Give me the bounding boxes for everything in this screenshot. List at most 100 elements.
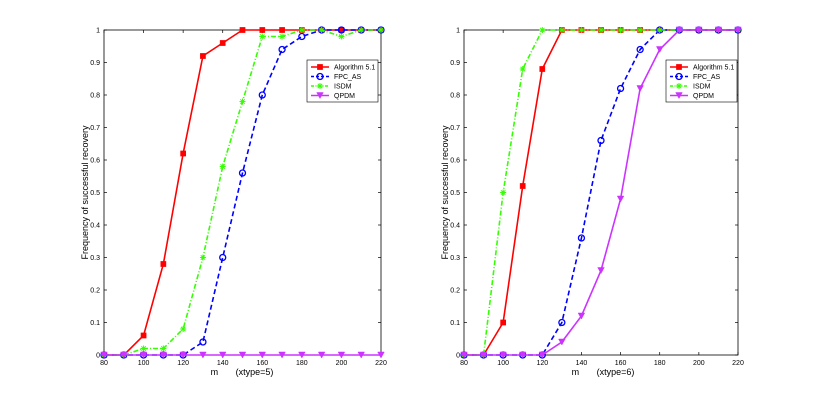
y-tick-label: 0.3: [450, 255, 460, 262]
data-point: [357, 351, 365, 359]
data-point: [519, 183, 526, 189]
legend-label: QPDM: [693, 93, 714, 100]
data-point: [636, 85, 644, 93]
data-point: [258, 351, 267, 359]
y-tick-label: 0.8: [450, 93, 460, 100]
legend-label: Algorithm 5.1: [693, 65, 734, 72]
data-point: [180, 150, 186, 157]
x-axis-label: m (xtype=5): [211, 367, 274, 377]
data-point: [558, 338, 566, 346]
data-point: [298, 32, 306, 41]
data-point: [239, 98, 246, 105]
data-point: [577, 312, 586, 320]
y-axis-label: Frequency of successful recovery: [440, 125, 450, 260]
x-tick-label: 180: [654, 360, 666, 367]
x-tick-label: 220: [732, 360, 744, 367]
y-tick-label: 0.5: [90, 190, 100, 197]
data-point: [377, 351, 385, 359]
legend-label: FPC_AS: [693, 74, 721, 81]
data-point: [460, 351, 468, 359]
data-point: [120, 351, 128, 359]
legend-marker: [316, 72, 324, 81]
data-point: [140, 345, 147, 352]
legend-label: QPDM: [334, 93, 355, 100]
y-tick-label: 0: [96, 353, 100, 360]
data-point: [278, 351, 286, 359]
x-tick-label: 220: [375, 360, 387, 367]
data-point: [714, 26, 723, 34]
data-point: [538, 351, 547, 359]
legend: Algorithm 5.1 FPC_AS ISDM QPDM: [306, 59, 379, 103]
data-point: [578, 27, 585, 33]
x-tick-label: 140: [576, 360, 588, 367]
y-tick-label: 1: [96, 28, 100, 35]
x-tick-label: 200: [693, 360, 705, 367]
data-point: [577, 234, 586, 242]
data-point: [518, 351, 527, 359]
data-point: [358, 27, 365, 33]
legend-label: FPC_AS: [334, 74, 362, 81]
y-tick-label: 0.1: [90, 320, 100, 327]
x-tick-label: 120: [177, 360, 189, 367]
data-point: [479, 351, 488, 359]
y-tick-label: 0.8: [90, 93, 100, 100]
data-point: [378, 27, 384, 33]
data-point: [539, 66, 546, 72]
data-point: [238, 351, 247, 359]
legend: Algorithm 5.1 FPC_AS ISDM QPDM: [665, 59, 738, 103]
data-point: [500, 189, 507, 196]
legend-label: ISDM: [693, 84, 711, 91]
legend-marker: [676, 83, 682, 89]
data-point: [179, 351, 187, 359]
y-tick-label: 0.4: [90, 223, 100, 230]
data-point: [636, 45, 644, 54]
x-tick-label: 80: [460, 360, 468, 367]
data-point: [656, 27, 663, 33]
data-point: [160, 345, 167, 352]
data-point: [298, 27, 305, 33]
data-point: [616, 195, 625, 203]
data-point: [239, 27, 246, 33]
data-point: [617, 27, 624, 33]
data-point: [199, 351, 207, 359]
data-point: [637, 27, 644, 33]
data-point: [539, 27, 546, 33]
data-point: [519, 66, 526, 72]
legend-marker: [317, 64, 323, 70]
x-tick-label: 100: [497, 360, 509, 367]
data-point: [558, 27, 565, 33]
legend-marker: [316, 92, 324, 100]
y-tick-label: 1: [456, 28, 460, 35]
y-tick-label: 0.7: [90, 125, 100, 132]
legend-marker: [675, 72, 683, 81]
legend-marker: [675, 92, 683, 100]
x-tick-label: 200: [336, 360, 348, 367]
data-point: [298, 351, 306, 359]
data-point: [597, 136, 605, 145]
y-axis-label: Frequency of successful recovery: [80, 125, 90, 260]
data-point: [499, 351, 507, 359]
data-point: [258, 91, 266, 99]
legend-marker: [676, 64, 682, 70]
y-tick-label: 0: [456, 353, 460, 360]
data-point: [139, 351, 148, 359]
data-point: [259, 27, 266, 33]
chart-panel-1: 80 100 120 140 160 180 200 220 0 0.1 0.2 0.3 0.4 0.5 0…: [80, 26, 387, 377]
data-point: [558, 318, 566, 327]
data-point: [279, 33, 286, 40]
x-tick-label: 160: [256, 360, 268, 367]
series-line: [104, 29, 381, 356]
data-point: [337, 26, 346, 34]
y-tick-label: 0.6: [450, 158, 460, 165]
legend-label: ISDM: [334, 84, 352, 91]
data-point: [100, 351, 108, 359]
data-point: [218, 351, 227, 359]
x-tick-label: 80: [100, 360, 108, 367]
data-point: [140, 332, 147, 339]
y-tick-label: 0.9: [450, 60, 460, 67]
legend-label: Algorithm 5.1: [334, 65, 375, 72]
data-point: [337, 351, 346, 359]
x-tick-label: 120: [536, 360, 548, 367]
data-point: [180, 326, 187, 332]
